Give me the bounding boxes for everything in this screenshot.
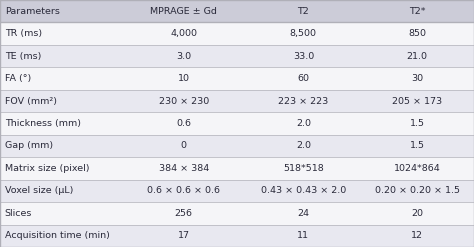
Text: Gap (mm): Gap (mm): [5, 142, 53, 150]
Text: TR (ms): TR (ms): [5, 29, 42, 38]
Bar: [121, 90, 246, 112]
Text: 2.0: 2.0: [296, 119, 311, 128]
Text: 12: 12: [411, 231, 423, 240]
Text: 256: 256: [175, 209, 192, 218]
Text: 1.5: 1.5: [410, 119, 425, 128]
Text: 1.5: 1.5: [410, 142, 425, 150]
Bar: [0, 67, 121, 90]
Text: 24: 24: [297, 209, 310, 218]
Bar: [360, 0, 474, 22]
Text: 0: 0: [181, 142, 187, 150]
Text: 4,000: 4,000: [170, 29, 197, 38]
Bar: [121, 135, 246, 157]
Text: T2*: T2*: [409, 7, 425, 16]
Text: 3.0: 3.0: [176, 52, 191, 61]
Bar: [121, 202, 246, 225]
Text: 384 × 384: 384 × 384: [158, 164, 209, 173]
Bar: [246, 67, 360, 90]
Bar: [121, 180, 246, 202]
Bar: [121, 22, 246, 45]
Bar: [121, 157, 246, 180]
Bar: [360, 90, 474, 112]
Bar: [246, 180, 360, 202]
Bar: [0, 225, 121, 247]
Text: 60: 60: [297, 74, 310, 83]
Bar: [246, 225, 360, 247]
Text: MPRAGE ± Gd: MPRAGE ± Gd: [150, 7, 217, 16]
Bar: [360, 45, 474, 67]
Bar: [121, 67, 246, 90]
Text: 2.0: 2.0: [296, 142, 311, 150]
Bar: [246, 0, 360, 22]
Text: 850: 850: [408, 29, 426, 38]
Text: 21.0: 21.0: [407, 52, 428, 61]
Text: Thickness (mm): Thickness (mm): [5, 119, 81, 128]
Text: Parameters: Parameters: [5, 7, 60, 16]
Bar: [360, 112, 474, 135]
Bar: [360, 157, 474, 180]
Text: TE (ms): TE (ms): [5, 52, 41, 61]
Bar: [121, 112, 246, 135]
Bar: [0, 0, 121, 22]
Text: 518*518: 518*518: [283, 164, 324, 173]
Bar: [246, 135, 360, 157]
Text: 11: 11: [297, 231, 310, 240]
Bar: [0, 180, 121, 202]
Bar: [121, 225, 246, 247]
Bar: [360, 22, 474, 45]
Bar: [0, 157, 121, 180]
Text: 0.6 × 0.6 × 0.6: 0.6 × 0.6 × 0.6: [147, 186, 220, 195]
Bar: [246, 90, 360, 112]
Text: Matrix size (pixel): Matrix size (pixel): [5, 164, 89, 173]
Bar: [246, 202, 360, 225]
Text: 223 × 223: 223 × 223: [278, 97, 328, 105]
Text: Voxel size (μL): Voxel size (μL): [5, 186, 73, 195]
Text: 17: 17: [178, 231, 190, 240]
Text: 1024*864: 1024*864: [394, 164, 440, 173]
Text: 10: 10: [178, 74, 190, 83]
Text: 0.43 × 0.43 × 2.0: 0.43 × 0.43 × 2.0: [261, 186, 346, 195]
Text: 33.0: 33.0: [293, 52, 314, 61]
Bar: [246, 112, 360, 135]
Text: Acquisition time (min): Acquisition time (min): [5, 231, 109, 240]
Text: FA (°): FA (°): [5, 74, 31, 83]
Bar: [360, 225, 474, 247]
Bar: [0, 90, 121, 112]
Bar: [360, 180, 474, 202]
Bar: [246, 157, 360, 180]
Text: 230 × 230: 230 × 230: [158, 97, 209, 105]
Text: FOV (mm²): FOV (mm²): [5, 97, 57, 105]
Text: T2: T2: [298, 7, 309, 16]
Bar: [121, 45, 246, 67]
Text: 20: 20: [411, 209, 423, 218]
Bar: [0, 45, 121, 67]
Bar: [360, 202, 474, 225]
Text: Slices: Slices: [5, 209, 32, 218]
Bar: [246, 45, 360, 67]
Text: 0.20 × 0.20 × 1.5: 0.20 × 0.20 × 1.5: [374, 186, 460, 195]
Text: 205 × 173: 205 × 173: [392, 97, 442, 105]
Bar: [360, 135, 474, 157]
Text: 30: 30: [411, 74, 423, 83]
Bar: [0, 202, 121, 225]
Bar: [0, 135, 121, 157]
Text: 0.6: 0.6: [176, 119, 191, 128]
Bar: [246, 22, 360, 45]
Text: 8,500: 8,500: [290, 29, 317, 38]
Bar: [0, 112, 121, 135]
Bar: [0, 22, 121, 45]
Bar: [360, 67, 474, 90]
Bar: [121, 0, 246, 22]
